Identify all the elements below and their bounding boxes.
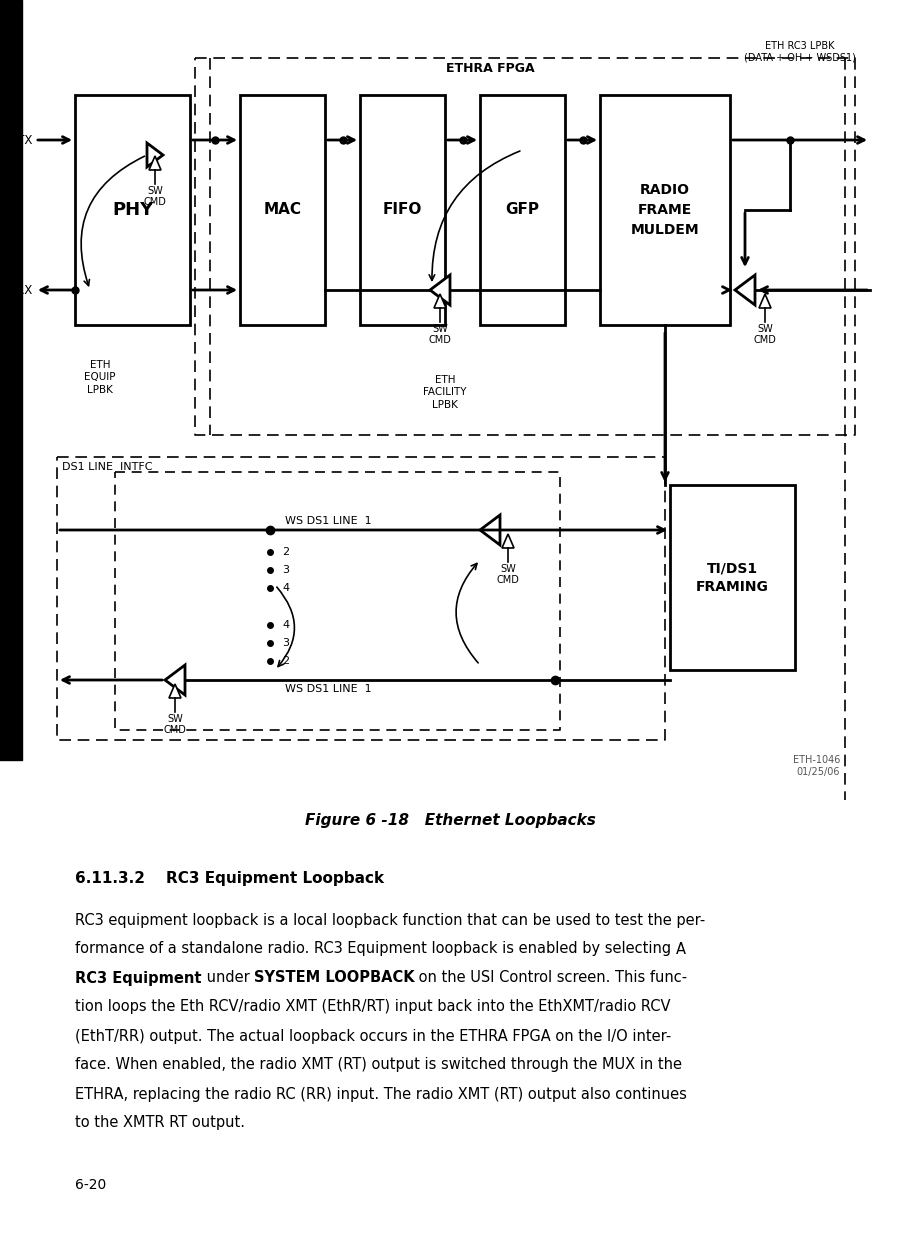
Text: SW
CMD: SW CMD bbox=[143, 186, 167, 207]
Polygon shape bbox=[735, 275, 755, 305]
Text: GFP: GFP bbox=[505, 202, 540, 217]
Text: SW
CMD: SW CMD bbox=[164, 714, 187, 735]
Polygon shape bbox=[169, 684, 181, 698]
Bar bbox=[240, 95, 325, 326]
Text: ETHRA FPGA: ETHRA FPGA bbox=[446, 62, 534, 74]
Text: A: A bbox=[676, 942, 686, 957]
Bar bbox=[670, 485, 795, 670]
Text: MAC: MAC bbox=[263, 202, 302, 217]
Text: WS DS1 LINE  1: WS DS1 LINE 1 bbox=[285, 684, 371, 694]
Text: tion loops the Eth RCV/radio XMT (EthR/RT) input back into the EthXMT/radio RCV: tion loops the Eth RCV/radio XMT (EthR/R… bbox=[75, 1000, 670, 1015]
Text: SYSTEM LOOPBACK: SYSTEM LOOPBACK bbox=[254, 970, 414, 985]
Bar bbox=[360, 95, 445, 326]
Text: FIFO: FIFO bbox=[383, 202, 423, 217]
Text: SW
CMD: SW CMD bbox=[753, 324, 777, 345]
Text: SW
CMD: SW CMD bbox=[496, 563, 520, 584]
Text: ETH
FACILITY
LPBK: ETH FACILITY LPBK bbox=[423, 375, 467, 409]
Polygon shape bbox=[434, 293, 446, 308]
Polygon shape bbox=[149, 157, 161, 170]
Text: 2: 2 bbox=[282, 656, 289, 666]
Text: (EthT/RR) output. The actual loopback occurs in the ETHRA FPGA on the I/O inter-: (EthT/RR) output. The actual loopback oc… bbox=[75, 1028, 671, 1043]
Text: ETH RC3 LPBK
(DATA + OH + WSDS1): ETH RC3 LPBK (DATA + OH + WSDS1) bbox=[744, 41, 856, 63]
Text: Figure 6 -18   Ethernet Loopbacks: Figure 6 -18 Ethernet Loopbacks bbox=[305, 813, 596, 827]
Text: ETH RX: ETH RX bbox=[0, 284, 32, 296]
Polygon shape bbox=[165, 665, 185, 695]
Text: ETH
EQUIP
LPBK: ETH EQUIP LPBK bbox=[85, 360, 115, 395]
Text: RADIO
FRAME
MULDEM: RADIO FRAME MULDEM bbox=[631, 184, 699, 237]
Text: WS DS1 LINE  1: WS DS1 LINE 1 bbox=[285, 515, 371, 526]
Text: ETH-1046
01/25/06: ETH-1046 01/25/06 bbox=[793, 755, 840, 777]
Text: 4: 4 bbox=[282, 583, 289, 593]
Polygon shape bbox=[759, 293, 771, 308]
Text: RC3 Equipment: RC3 Equipment bbox=[75, 970, 202, 985]
Text: 6-20: 6-20 bbox=[75, 1178, 106, 1192]
Text: ETH TX: ETH TX bbox=[0, 133, 32, 147]
Bar bbox=[600, 95, 730, 326]
Polygon shape bbox=[147, 143, 163, 166]
Text: 3: 3 bbox=[282, 637, 289, 649]
Text: to the XMTR RT output.: to the XMTR RT output. bbox=[75, 1116, 245, 1131]
Text: DS1 LINE  INTFC: DS1 LINE INTFC bbox=[62, 462, 152, 472]
Text: formance of a standalone radio. RC3 Equipment loopback is enabled by selecting: formance of a standalone radio. RC3 Equi… bbox=[75, 942, 676, 957]
Polygon shape bbox=[430, 275, 450, 305]
Polygon shape bbox=[502, 534, 514, 547]
Bar bbox=[480, 95, 565, 326]
Bar bbox=[75, 95, 190, 326]
Text: 3: 3 bbox=[282, 565, 289, 575]
Text: 2: 2 bbox=[282, 547, 289, 557]
Text: RC3 equipment loopback is a local loopback function that can be used to test the: RC3 equipment loopback is a local loopba… bbox=[75, 912, 705, 927]
Text: 6.11.3.2    RC3 Equipment Loopback: 6.11.3.2 RC3 Equipment Loopback bbox=[75, 870, 384, 885]
Text: face. When enabled, the radio XMT (RT) output is switched through the MUX in the: face. When enabled, the radio XMT (RT) o… bbox=[75, 1058, 682, 1073]
Text: on the USI Control screen. This func-: on the USI Control screen. This func- bbox=[414, 970, 687, 985]
Text: 4: 4 bbox=[282, 620, 289, 630]
Text: under: under bbox=[202, 970, 254, 985]
Text: PHY: PHY bbox=[112, 201, 153, 219]
Text: TI/DS1
FRAMING: TI/DS1 FRAMING bbox=[696, 561, 769, 594]
Text: SW
CMD: SW CMD bbox=[429, 324, 451, 345]
Text: ETHRA, replacing the radio RC (RR) input. The radio XMT (RT) output also continu: ETHRA, replacing the radio RC (RR) input… bbox=[75, 1086, 687, 1101]
Polygon shape bbox=[480, 515, 500, 545]
